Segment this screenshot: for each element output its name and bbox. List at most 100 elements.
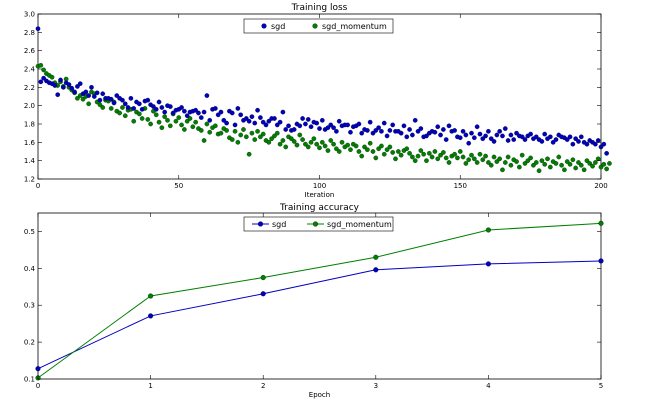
loss-point-sgd-momentum: [249, 130, 255, 136]
loss-point-sgd: [69, 85, 75, 91]
loss-legend-label-sgd: sgd: [271, 22, 285, 31]
loss-point-sgd: [356, 121, 362, 127]
loss-point-sgd-momentum: [370, 149, 376, 154]
loss-point-sgd: [246, 118, 252, 124]
accuracy-line-sgd: [37, 260, 602, 370]
training-loss-chart: Training loss 0 50 100 150 200 1.2 1.4 1.6 1.8 2.…: [24, 3, 612, 199]
loss-point-sgd: [387, 128, 393, 133]
loss-point-sgd-momentum: [432, 149, 438, 154]
accuracy-y-tick-label: 0.5: [24, 228, 35, 236]
loss-point-sgd: [303, 121, 308, 127]
loss-point-sgd-momentum: [283, 144, 289, 150]
training-accuracy-chart: Training accuracy 0 1 2 3 4 50.10.20.30.40.5 …: [24, 203, 604, 399]
loss-point-sgd-momentum: [491, 154, 497, 160]
loss-point-sgd: [305, 117, 311, 122]
loss-point-sgd-momentum: [173, 118, 179, 124]
loss-point-sgd: [483, 133, 488, 139]
loss-point-sgd: [598, 144, 604, 150]
loss-point-sgd: [446, 123, 452, 129]
loss-point-sgd-momentum: [576, 160, 581, 165]
accuracy-point-sgd-momentum: [260, 275, 266, 281]
loss-point-sgd: [235, 106, 241, 111]
loss-point-sgd: [35, 26, 41, 31]
loss-point-sgd: [108, 96, 114, 102]
loss-point-sgd-momentum: [376, 146, 381, 152]
loss-point-sgd: [463, 132, 469, 138]
loss-point-sgd-momentum: [584, 158, 590, 163]
loss-point-sgd: [167, 104, 173, 109]
loss-point-sgd: [370, 130, 376, 136]
loss-point-sgd-momentum: [229, 137, 235, 142]
loss-point-sgd-momentum: [398, 152, 404, 158]
loss-point-sgd: [438, 132, 443, 138]
loss-point-sgd-momentum: [322, 143, 328, 149]
loss-point-sgd: [601, 141, 607, 147]
loss-point-sgd-momentum: [426, 151, 432, 156]
loss-point-sgd-momentum: [176, 115, 182, 120]
loss-point-sgd-momentum: [393, 156, 398, 162]
loss-x-tick-label: 200: [594, 182, 607, 190]
loss-point-sgd-momentum: [410, 154, 415, 160]
loss-point-sgd: [184, 113, 190, 119]
loss-point-sgd-momentum: [182, 127, 187, 132]
loss-point-sgd-momentum: [477, 151, 483, 157]
loss-point-sgd: [308, 124, 314, 130]
loss-point-sgd-momentum: [272, 133, 277, 139]
loss-point-sgd-momentum: [601, 162, 607, 167]
loss-point-sgd-momentum: [334, 146, 339, 152]
loss-point-sgd-momentum: [531, 162, 536, 168]
loss-point-sgd: [491, 139, 497, 144]
loss-point-sgd: [381, 120, 387, 126]
loss-legend-label-sgd-momentum: sgd_momentum: [322, 22, 387, 31]
loss-point-sgd: [595, 138, 601, 143]
loss-point-sgd-momentum: [373, 155, 379, 161]
loss-plot-frame: [37, 13, 602, 180]
loss-point-sgd-momentum: [533, 160, 539, 165]
loss-point-sgd: [125, 105, 131, 110]
loss-point-sgd-momentum: [131, 118, 137, 124]
loss-point-sgd: [196, 110, 201, 116]
loss-point-sgd: [457, 135, 463, 141]
loss-point-sgd-momentum: [243, 134, 249, 140]
accuracy-point-sgd: [598, 258, 604, 264]
loss-point-sgd-momentum: [241, 127, 246, 132]
loss-y-tick-label: 2.0: [24, 102, 35, 110]
accuracy-point-sgd: [35, 366, 41, 372]
loss-point-sgd-momentum: [167, 123, 173, 129]
loss-point-sgd-momentum: [224, 128, 229, 133]
loss-point-sgd: [505, 138, 511, 143]
loss-point-sgd-momentum: [441, 150, 446, 155]
loss-point-sgd: [283, 127, 289, 132]
loss-point-sgd-momentum: [218, 130, 224, 136]
loss-point-sgd: [548, 134, 553, 140]
loss-point-sgd: [325, 125, 331, 130]
loss-point-sgd: [460, 129, 466, 134]
loss-point-sgd: [424, 133, 429, 139]
loss-point-sgd-momentum: [365, 147, 370, 152]
loss-point-sgd-momentum: [159, 125, 165, 130]
loss-point-sgd-momentum: [274, 130, 280, 136]
loss-legend-marker-sgd: [261, 23, 267, 29]
accuracy-line-sgd-momentum: [37, 222, 602, 379]
loss-point-sgd-momentum: [463, 161, 469, 166]
loss-point-sgd-momentum: [266, 140, 272, 145]
loss-point-sgd-momentum: [379, 143, 384, 149]
loss-x-tick-label: 0: [36, 182, 40, 190]
loss-point-sgd: [131, 106, 137, 111]
loss-point-sgd-momentum: [300, 137, 305, 142]
loss-point-sgd-momentum: [165, 118, 170, 123]
loss-point-sgd-momentum: [198, 128, 204, 133]
loss-point-sgd: [266, 118, 272, 124]
loss-point-sgd: [542, 131, 548, 137]
loss-point-sgd: [249, 114, 255, 119]
loss-point-sgd-momentum: [190, 124, 196, 130]
loss-point-sgd: [243, 116, 249, 121]
loss-point-sgd: [255, 107, 260, 113]
accuracy-x-tick-label: 4: [486, 382, 491, 390]
loss-point-sgd-momentum: [75, 96, 80, 101]
loss-point-sgd: [145, 97, 151, 103]
loss-point-sgd: [204, 93, 210, 98]
loss-point-sgd-momentum: [404, 146, 410, 152]
loss-point-sgd-momentum: [252, 137, 258, 142]
